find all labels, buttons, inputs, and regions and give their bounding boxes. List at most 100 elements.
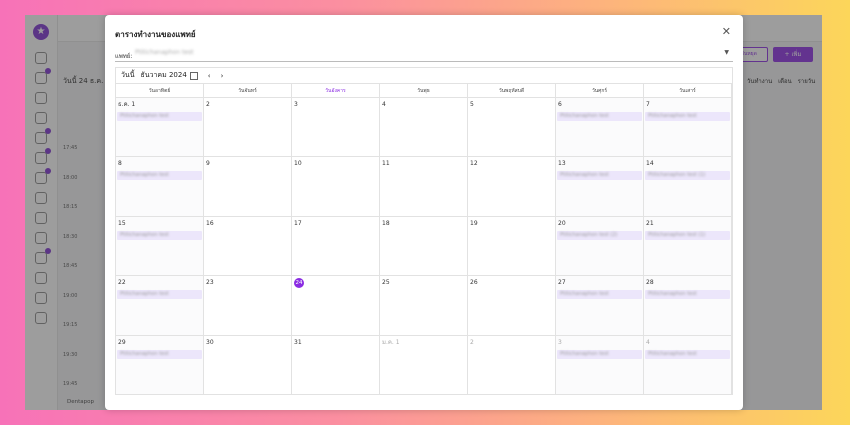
day-number: ธ.ค. 1 xyxy=(118,101,136,108)
calendar-picker-icon[interactable] xyxy=(189,71,198,80)
day-cell[interactable]: 15 Ptitichanaphon test xyxy=(116,216,204,277)
close-icon[interactable]: ✕ xyxy=(721,25,731,38)
day-cell[interactable]: 28 Ptitichanaphon test xyxy=(644,276,732,336)
schedule-event[interactable]: Ptitichanaphon test xyxy=(557,290,642,300)
day-number: 13 xyxy=(558,160,566,168)
calendar-toolbar: วันนี้ ธันวาคม 2024 ‹ › xyxy=(116,68,732,84)
day-cell[interactable]: 3 xyxy=(292,98,380,158)
event-label: Ptitichanaphon test xyxy=(120,113,169,119)
chevron-left-icon[interactable]: ‹ xyxy=(207,71,211,80)
day-cell[interactable]: 7 Ptitichanaphon test xyxy=(644,98,732,158)
schedule-event[interactable]: Ptitichanaphon test xyxy=(117,349,202,359)
schedule-event[interactable]: Ptitichanaphon test (2) xyxy=(557,230,642,240)
day-cell[interactable]: 6 Ptitichanaphon test xyxy=(556,98,644,158)
day-cell[interactable]: ม.ค. 1 xyxy=(380,335,468,395)
month-grid: ธ.ค. 1 Ptitichanaphon test 2 3 4 5 6 Ptitichana… xyxy=(116,98,732,395)
day-cell[interactable]: 10 xyxy=(292,157,380,217)
day-cell[interactable]: 31 xyxy=(292,335,380,395)
schedule-event[interactable]: Ptitichanaphon test xyxy=(645,290,730,300)
day-cell[interactable]: 16 xyxy=(204,216,292,277)
month-label[interactable]: ธันวาคม 2024 xyxy=(140,71,187,79)
modal-title: ตารางทำงานของแพทย์ xyxy=(115,30,196,39)
day-cell[interactable]: 14 Ptitichanaphon test (1) xyxy=(644,157,732,217)
day-cell[interactable]: 4 xyxy=(380,98,468,158)
day-number: 30 xyxy=(206,338,214,346)
day-cell[interactable]: 23 xyxy=(204,276,292,336)
day-cell[interactable]: 20 Ptitichanaphon test (2) xyxy=(556,216,644,277)
schedule-event[interactable]: Ptitichanaphon test (1) xyxy=(645,230,730,240)
event-label: Ptitichanaphon test xyxy=(648,113,697,119)
schedule-event[interactable]: Ptitichanaphon test xyxy=(117,112,202,121)
day-cell[interactable]: 12 xyxy=(468,157,556,217)
day-number: 12 xyxy=(470,160,478,168)
day-number: 21 xyxy=(646,219,654,227)
day-cell[interactable]: 18 xyxy=(380,216,468,277)
day-number: 8 xyxy=(118,160,122,168)
schedule-event[interactable]: Ptitichanaphon test xyxy=(117,290,202,300)
today-marker: 24 xyxy=(294,278,304,289)
day-cell[interactable]: 21 Ptitichanaphon test (1) xyxy=(644,216,732,277)
day-cell[interactable]: 26 xyxy=(468,276,556,336)
event-label: Ptitichanaphon test xyxy=(560,350,609,357)
day-cell[interactable]: 5 xyxy=(468,98,556,158)
weekday-header-cell: วันจันทร์ xyxy=(204,84,292,98)
day-cell[interactable]: 22 Ptitichanaphon test xyxy=(116,276,204,336)
day-cell[interactable]: 3 Ptitichanaphon test xyxy=(556,335,644,395)
day-number: 27 xyxy=(558,279,566,287)
schedule-event[interactable]: Ptitichanaphon test xyxy=(557,171,642,181)
day-cell[interactable]: 19 xyxy=(468,216,556,277)
day-cell[interactable]: 2 xyxy=(468,335,556,395)
event-label: Ptitichanaphon test xyxy=(560,172,609,179)
day-number: 15 xyxy=(118,219,126,227)
event-label: Ptitichanaphon test xyxy=(648,350,697,357)
schedule-event[interactable]: Ptitichanaphon test xyxy=(557,349,642,359)
doctor-schedule-modal: ตารางทำงานของแพทย์ ✕ แพทย์: Ptitichanaph… xyxy=(105,15,743,410)
event-label: Ptitichanaphon test xyxy=(560,291,609,298)
doctor-value: Ptitichanaphon test xyxy=(135,49,194,56)
day-number: 6 xyxy=(558,101,562,108)
schedule-event[interactable]: Ptitichanaphon test (1) xyxy=(645,171,730,181)
day-number: 4 xyxy=(646,338,650,346)
today-button[interactable]: วันนี้ xyxy=(121,71,135,79)
day-number: 9 xyxy=(206,160,210,168)
schedule-event[interactable]: Ptitichanaphon test xyxy=(645,349,730,359)
day-cell[interactable]: 2 xyxy=(204,98,292,158)
day-number: 19 xyxy=(470,219,478,227)
day-number: 4 xyxy=(382,101,386,108)
day-cell[interactable]: 11 xyxy=(380,157,468,217)
event-label: Ptitichanaphon test xyxy=(120,231,169,238)
day-number: 18 xyxy=(382,219,390,227)
day-cell[interactable]: 8 Ptitichanaphon test xyxy=(116,157,204,217)
event-label: Ptitichanaphon test xyxy=(648,291,697,298)
day-number: 20 xyxy=(558,219,566,227)
day-number: 23 xyxy=(206,279,214,287)
day-number: 7 xyxy=(646,101,650,108)
day-cell[interactable]: 17 xyxy=(292,216,380,277)
schedule-event[interactable]: Ptitichanaphon test xyxy=(117,171,202,181)
doctor-select[interactable]: แพทย์: Ptitichanaphon test ▼ xyxy=(115,46,733,62)
day-number: 22 xyxy=(118,279,126,287)
schedule-event[interactable]: Ptitichanaphon test xyxy=(117,230,202,240)
weekday-header-cell: วันอาทิตย์ xyxy=(116,84,204,98)
schedule-event[interactable]: Ptitichanaphon test xyxy=(645,112,730,121)
day-cell[interactable]: 30 xyxy=(204,335,292,395)
weekday-header-cell: วันอังคาร xyxy=(292,84,380,98)
day-cell[interactable]: 4 Ptitichanaphon test xyxy=(644,335,732,395)
day-cell[interactable]: 9 xyxy=(204,157,292,217)
day-number: 17 xyxy=(294,219,302,227)
chevron-right-icon[interactable]: › xyxy=(220,71,224,80)
day-number: 16 xyxy=(206,219,214,227)
day-number: 3 xyxy=(558,338,562,346)
day-cell[interactable]: 13 Ptitichanaphon test xyxy=(556,157,644,217)
day-cell[interactable]: 24 xyxy=(292,276,380,336)
day-number: 31 xyxy=(294,338,302,346)
schedule-event[interactable]: Ptitichanaphon test xyxy=(557,112,642,121)
day-number: 10 xyxy=(294,160,302,168)
day-cell[interactable]: ธ.ค. 1 Ptitichanaphon test xyxy=(116,98,204,158)
day-cell[interactable]: 25 xyxy=(380,276,468,336)
day-cell[interactable]: 29 Ptitichanaphon test xyxy=(116,335,204,395)
weekday-header-cell: วันเสาร์ xyxy=(644,84,732,98)
day-number: 25 xyxy=(382,279,390,287)
day-number: 11 xyxy=(382,160,390,168)
day-cell[interactable]: 27 Ptitichanaphon test xyxy=(556,276,644,336)
